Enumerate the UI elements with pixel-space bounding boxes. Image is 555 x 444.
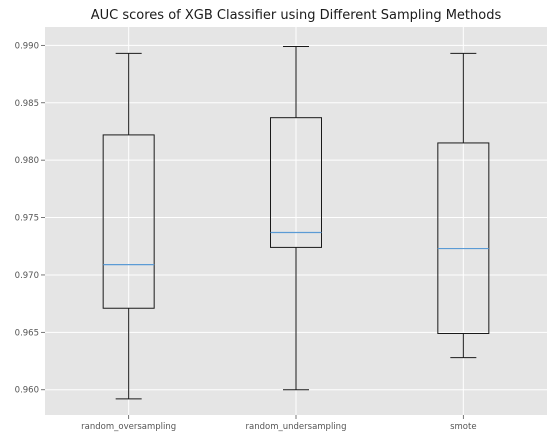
y-tick-label: 0.970 xyxy=(15,271,39,281)
x-tick-label: random_oversampling xyxy=(81,422,176,432)
x-axis: random_oversampling random_undersampling s… xyxy=(81,415,477,432)
boxes xyxy=(102,46,490,400)
y-tick-label: 0.990 xyxy=(15,41,39,51)
y-tick-label: 0.965 xyxy=(15,328,39,338)
y-tick-label: 0.975 xyxy=(15,214,39,224)
box-random_undersampling xyxy=(270,46,322,391)
y-tick-label: 0.985 xyxy=(15,99,39,109)
x-tick-label: smote xyxy=(450,422,476,432)
y-axis: 0.960 0.965 0.970 0.975 0.980 0.985 0.990 xyxy=(15,41,45,396)
chart-title: AUC scores of XGB Classifier using Diffe… xyxy=(91,8,502,23)
box-smote xyxy=(437,52,490,359)
box-random_oversampling xyxy=(102,52,155,400)
x-tick-label: random_undersampling xyxy=(246,422,347,432)
box-iqr xyxy=(102,134,155,309)
y-tick-label: 0.960 xyxy=(15,386,39,396)
box-iqr xyxy=(270,117,322,248)
box-iqr xyxy=(437,142,490,334)
y-tick-label: 0.980 xyxy=(15,156,39,166)
